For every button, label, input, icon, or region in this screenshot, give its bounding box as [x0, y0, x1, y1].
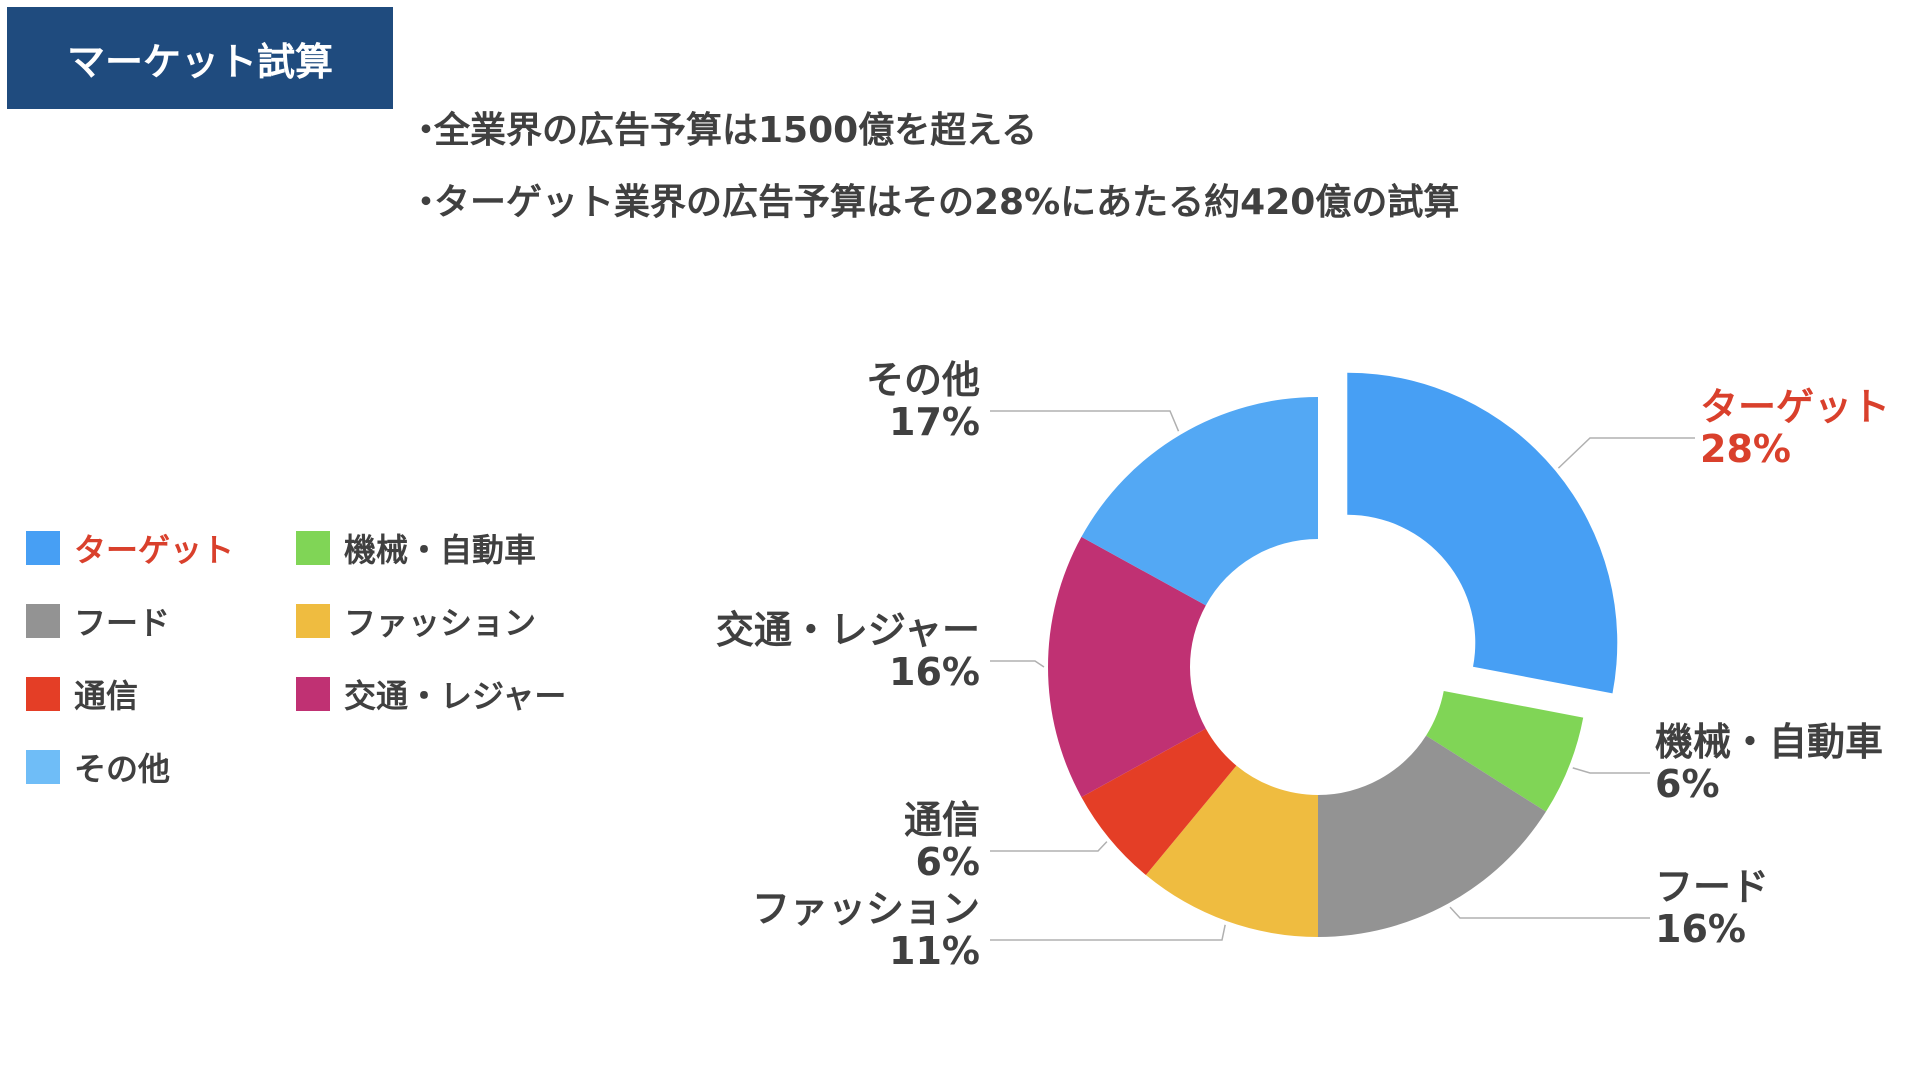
legend-label: 交通・レジャー [344, 677, 567, 715]
leader-line-5 [990, 660, 1045, 668]
slide-title: マーケット試算 [7, 7, 393, 109]
legend-swatch [26, 531, 60, 565]
donut-slice-3 [1145, 765, 1318, 937]
bullet-text: ターゲット業界の広告予算はその28%にあたる約420億の試算 [434, 182, 1460, 223]
slice-value-label-0: 28% [1700, 427, 1791, 471]
leader-line-6 [990, 410, 1180, 432]
legend-item-food: フード [26, 603, 296, 642]
leader-line-2 [1449, 906, 1650, 919]
legend-item-transport-leisure: 交通・レジャー [296, 676, 586, 715]
leader-line-1 [1572, 767, 1650, 774]
legend-label: その他 [74, 750, 171, 788]
chart-legend: ターゲット 機械・自動車 フード ファッション 通信 交通・レジャー その他 [26, 530, 586, 788]
legend-label: 通信 [74, 677, 139, 715]
slice-name-label-3: ファッション [752, 887, 980, 931]
legend-item-telecom: 通信 [26, 676, 296, 715]
legend-swatch [296, 677, 330, 711]
slice-value-label-3: 11% [889, 929, 980, 973]
donut-slice-0 [1347, 372, 1618, 694]
legend-item-machinery-auto: 機械・自動車 [296, 530, 586, 569]
slice-value-label-4: 6% [915, 840, 980, 884]
donut-slice-2 [1318, 735, 1546, 937]
slice-name-label-4: 通信 [904, 798, 980, 842]
leader-line-3 [990, 924, 1226, 941]
slice-name-label-2: フード [1655, 865, 1769, 909]
leader-line-0 [1557, 437, 1695, 469]
legend-swatch [296, 531, 330, 565]
slice-name-label-5: 交通・レジャー [716, 608, 980, 652]
legend-label: ターゲット [74, 531, 235, 569]
slice-value-label-5: 16% [889, 650, 980, 694]
legend-label: フード [74, 604, 171, 642]
bullet-item: ・ターゲット業界の広告予算はその28%にあたる約420億の試算 [408, 172, 1459, 244]
slice-value-label-6: 17% [889, 400, 980, 444]
donut-slice-4 [1081, 728, 1237, 876]
legend-item-target: ターゲット [26, 530, 296, 569]
donut-slice-1 [1426, 690, 1584, 812]
legend-item-fashion: ファッション [296, 603, 586, 642]
slice-name-label-6: その他 [866, 358, 980, 402]
slice-value-label-2: 16% [1655, 907, 1746, 951]
slice-name-label-0: ターゲット [1700, 385, 1890, 429]
legend-label: ファッション [344, 604, 537, 642]
legend-swatch [26, 677, 60, 711]
slice-value-label-1: 6% [1655, 762, 1720, 806]
donut-slice-6 [1081, 397, 1318, 606]
bullet-text: 全業界の広告予算は1500億を超える [434, 110, 1038, 151]
legend-swatch [26, 604, 60, 638]
legend-label: 機械・自動車 [344, 531, 537, 569]
legend-item-other: その他 [26, 749, 296, 788]
bullet-item: ・全業界の広告予算は1500億を超える [408, 100, 1459, 172]
bullet-list: ・全業界の広告予算は1500億を超える ・ターゲット業界の広告予算はその28%に… [408, 100, 1459, 244]
slice-name-label-1: 機械・自動車 [1655, 720, 1883, 764]
legend-swatch [26, 750, 60, 784]
leader-line-4 [990, 841, 1108, 852]
legend-swatch [296, 604, 330, 638]
donut-slice-5 [1048, 536, 1206, 798]
